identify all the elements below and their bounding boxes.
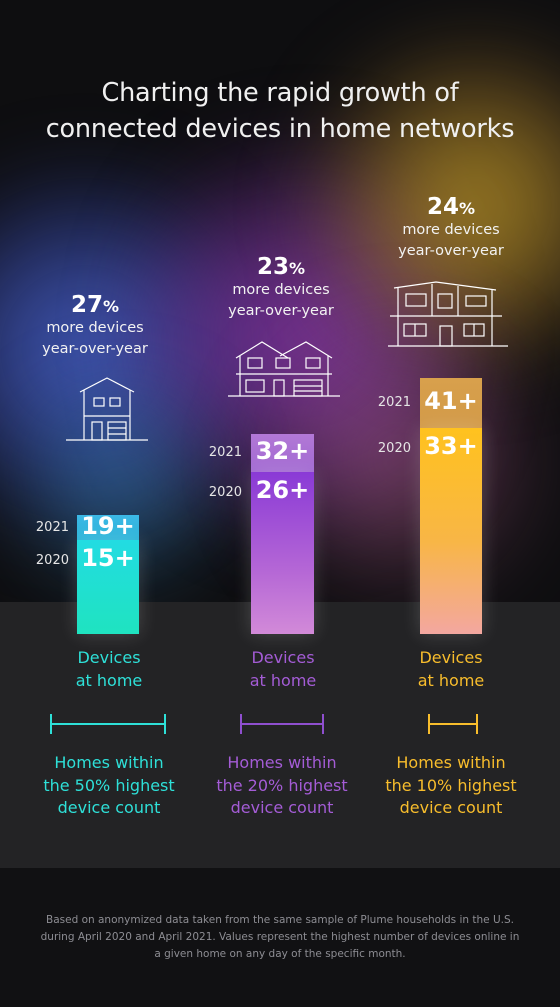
bottom-band [0, 602, 560, 868]
year-label-2020-2: 2020 [208, 484, 242, 500]
bar-2020-3 [420, 427, 482, 634]
growth-stat-3: 24% more devices year-over-year [351, 194, 551, 262]
homes-label-3: Homes within the 10% highest device coun… [356, 752, 546, 820]
homes-line-1b: the 50% highest [43, 775, 175, 795]
devices-line-3b: at home [417, 671, 485, 690]
bar-group-2: 32+ 26+ [251, 434, 314, 634]
data-label-2021-3: 41+ [424, 386, 478, 415]
modern-house-icon [388, 281, 508, 347]
devices-label-2: Devices at home [203, 646, 363, 692]
data-label-2020-1: 15+ [81, 544, 135, 573]
bar-2021-segment-2 [251, 434, 314, 472]
bar-2021-segment-3 [420, 378, 482, 428]
devices-line-3a: Devices [419, 648, 483, 667]
homes-label-2: Homes within the 20% highest device coun… [187, 752, 377, 820]
homes-line-3b: the 10% highest [385, 775, 517, 795]
data-label-2021-1: 19+ [81, 511, 135, 540]
bar-group-1: 19+ 15+ [77, 511, 139, 634]
homes-line-3c: device count [399, 798, 503, 817]
growth-stat-2: 23% more devices year-over-year [181, 254, 381, 322]
small-house-icon [66, 377, 148, 441]
growth-text-2a: more devices [232, 282, 330, 298]
year-label-2021-3: 2021 [377, 394, 411, 410]
bar-2020-2 [251, 471, 314, 634]
bar-group-3: 41+ 33+ [420, 378, 482, 634]
devices-label-3: Devices at home [371, 646, 531, 692]
growth-percent-3: 24% [426, 194, 476, 220]
data-label-2020-2: 26+ [255, 475, 310, 504]
bar-2021-segment-1 [77, 515, 139, 541]
devices-line-1a: Devices [77, 648, 141, 667]
two-story-house-icon [228, 341, 340, 397]
growth-text-3b: year-over-year [398, 243, 504, 259]
title-line-2: connected devices in home networks [45, 114, 515, 145]
homes-line-3a: Homes within [396, 753, 506, 772]
homes-line-2c: device count [230, 798, 334, 817]
year-label-2021-2: 2021 [208, 444, 242, 460]
homes-line-2a: Homes within [227, 753, 337, 772]
devices-line-2a: Devices [251, 648, 315, 667]
growth-percent-1: 27% [70, 292, 120, 318]
year-label-2020-3: 2020 [377, 440, 411, 456]
range-bracket-2 [240, 714, 324, 734]
chart-title: Charting the rapid growth of connected d… [0, 75, 560, 147]
footnote: Based on anonymized data taken from the … [40, 914, 520, 960]
year-label-2021-1: 2021 [35, 519, 69, 535]
bar-2020-1 [77, 540, 139, 634]
growth-stat-1: 27% more devices year-over-year [0, 292, 195, 360]
year-label-2020-1: 2020 [35, 553, 69, 569]
homes-line-2b: the 20% highest [216, 775, 348, 795]
growth-text-1a: more devices [46, 320, 144, 336]
homes-line-1c: device count [57, 798, 161, 817]
devices-line-2b: at home [249, 671, 317, 690]
devices-line-1b: at home [75, 671, 143, 690]
devices-label-1: Devices at home [29, 646, 189, 692]
homes-line-1a: Homes within [54, 753, 164, 772]
growth-text-3a: more devices [402, 222, 500, 238]
homes-label-1: Homes within the 50% highest device coun… [14, 752, 204, 820]
growth-text-1b: year-over-year [42, 341, 148, 357]
growth-text-2b: year-over-year [228, 303, 334, 319]
data-label-2020-3: 33+ [424, 431, 478, 460]
data-label-2021-2: 32+ [255, 436, 310, 465]
range-bracket-3 [428, 714, 478, 734]
title-line-1: Charting the rapid growth of [101, 78, 459, 109]
growth-percent-2: 23% [256, 254, 306, 280]
footer [0, 868, 560, 1007]
range-bracket-1 [50, 714, 166, 734]
